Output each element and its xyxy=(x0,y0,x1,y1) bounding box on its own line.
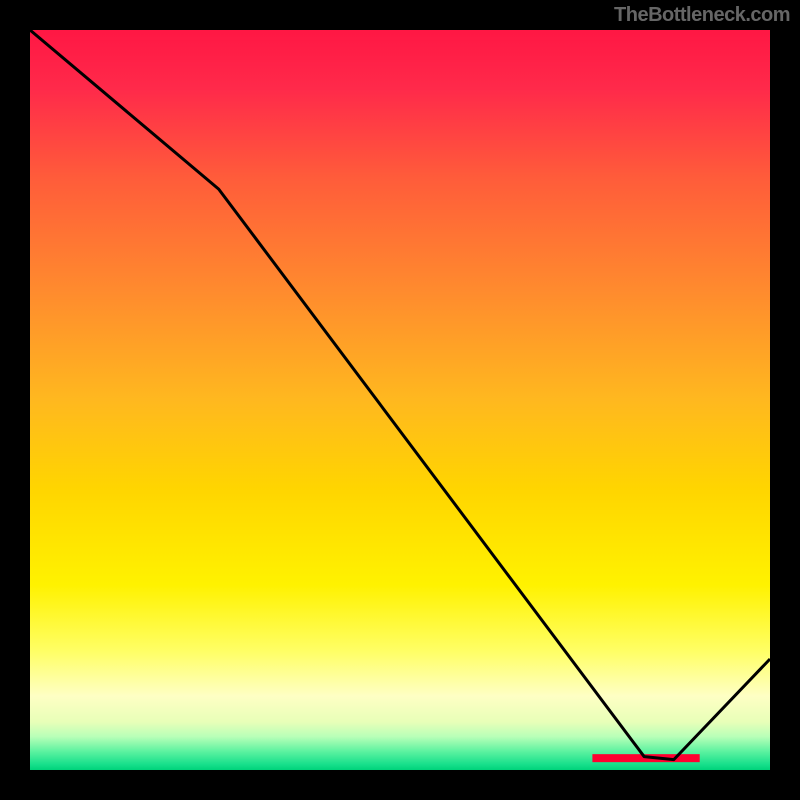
gradient-background xyxy=(30,30,770,770)
bottleneck-chart xyxy=(0,0,800,800)
watermark-text: TheBottleneck.com xyxy=(614,4,790,27)
frame-right xyxy=(770,0,800,800)
frame-bottom xyxy=(0,770,800,800)
frame-left xyxy=(0,0,30,800)
